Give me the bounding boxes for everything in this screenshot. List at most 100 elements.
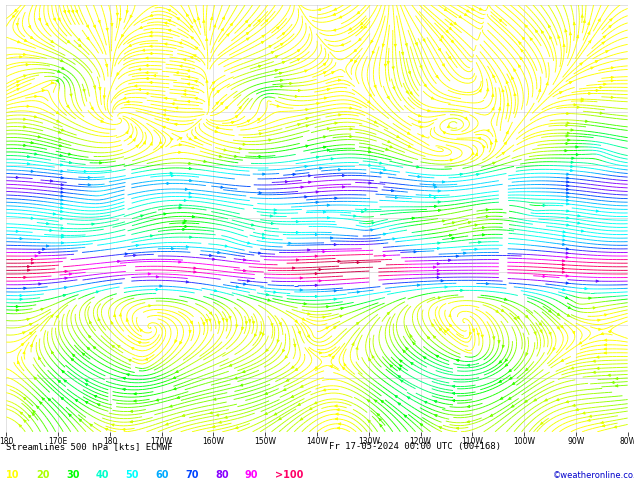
FancyArrowPatch shape bbox=[338, 260, 340, 263]
FancyArrowPatch shape bbox=[191, 37, 193, 39]
FancyArrowPatch shape bbox=[612, 381, 614, 384]
FancyArrowPatch shape bbox=[177, 396, 179, 398]
FancyArrowPatch shape bbox=[23, 144, 26, 147]
FancyArrowPatch shape bbox=[557, 326, 559, 329]
FancyArrowPatch shape bbox=[433, 184, 436, 186]
FancyArrowPatch shape bbox=[526, 353, 528, 355]
FancyArrowPatch shape bbox=[302, 318, 305, 320]
FancyArrowPatch shape bbox=[562, 268, 565, 270]
FancyArrowPatch shape bbox=[492, 107, 494, 110]
FancyArrowPatch shape bbox=[339, 79, 340, 81]
FancyArrowPatch shape bbox=[525, 25, 527, 27]
FancyArrowPatch shape bbox=[15, 9, 17, 12]
FancyArrowPatch shape bbox=[301, 277, 302, 279]
FancyArrowPatch shape bbox=[435, 415, 437, 416]
FancyArrowPatch shape bbox=[439, 427, 442, 429]
FancyArrowPatch shape bbox=[61, 234, 64, 237]
FancyArrowPatch shape bbox=[604, 348, 607, 350]
FancyArrowPatch shape bbox=[393, 238, 395, 240]
FancyArrowPatch shape bbox=[61, 242, 63, 244]
FancyArrowPatch shape bbox=[30, 36, 33, 39]
FancyArrowPatch shape bbox=[404, 415, 406, 417]
FancyArrowPatch shape bbox=[277, 340, 279, 343]
FancyArrowPatch shape bbox=[254, 334, 257, 337]
FancyArrowPatch shape bbox=[323, 211, 326, 213]
FancyArrowPatch shape bbox=[598, 328, 601, 330]
FancyArrowPatch shape bbox=[51, 315, 53, 318]
FancyArrowPatch shape bbox=[23, 118, 26, 121]
FancyArrowPatch shape bbox=[452, 237, 454, 240]
FancyArrowPatch shape bbox=[557, 313, 560, 316]
FancyArrowPatch shape bbox=[122, 428, 125, 431]
FancyArrowPatch shape bbox=[186, 281, 188, 283]
Text: 80: 80 bbox=[215, 470, 229, 481]
FancyArrowPatch shape bbox=[30, 332, 32, 335]
FancyArrowPatch shape bbox=[160, 141, 162, 144]
FancyArrowPatch shape bbox=[165, 43, 167, 45]
FancyArrowPatch shape bbox=[450, 324, 452, 327]
FancyArrowPatch shape bbox=[166, 119, 169, 121]
FancyArrowPatch shape bbox=[271, 222, 274, 224]
FancyArrowPatch shape bbox=[187, 70, 190, 72]
FancyArrowPatch shape bbox=[225, 416, 227, 418]
FancyArrowPatch shape bbox=[203, 322, 205, 325]
FancyArrowPatch shape bbox=[176, 72, 178, 74]
Text: 60: 60 bbox=[155, 470, 169, 481]
FancyArrowPatch shape bbox=[463, 252, 466, 254]
FancyArrowPatch shape bbox=[179, 261, 181, 263]
FancyArrowPatch shape bbox=[16, 81, 19, 83]
FancyArrowPatch shape bbox=[86, 380, 88, 382]
FancyArrowPatch shape bbox=[323, 389, 326, 391]
FancyArrowPatch shape bbox=[165, 97, 167, 99]
FancyArrowPatch shape bbox=[420, 424, 423, 426]
FancyArrowPatch shape bbox=[342, 367, 345, 369]
FancyArrowPatch shape bbox=[170, 405, 172, 407]
FancyArrowPatch shape bbox=[327, 217, 330, 219]
FancyArrowPatch shape bbox=[569, 82, 572, 84]
FancyArrowPatch shape bbox=[235, 116, 238, 118]
FancyArrowPatch shape bbox=[536, 30, 538, 32]
FancyArrowPatch shape bbox=[611, 96, 614, 98]
FancyArrowPatch shape bbox=[487, 89, 489, 91]
FancyArrowPatch shape bbox=[295, 320, 297, 322]
FancyArrowPatch shape bbox=[61, 129, 64, 131]
FancyArrowPatch shape bbox=[486, 283, 489, 285]
FancyArrowPatch shape bbox=[183, 228, 185, 230]
FancyArrowPatch shape bbox=[573, 331, 575, 334]
FancyArrowPatch shape bbox=[576, 146, 578, 148]
FancyArrowPatch shape bbox=[35, 95, 37, 98]
FancyArrowPatch shape bbox=[86, 25, 89, 27]
FancyArrowPatch shape bbox=[126, 319, 128, 321]
FancyArrowPatch shape bbox=[315, 295, 318, 297]
FancyArrowPatch shape bbox=[217, 126, 219, 129]
FancyArrowPatch shape bbox=[221, 28, 223, 31]
FancyArrowPatch shape bbox=[214, 398, 216, 400]
FancyArrowPatch shape bbox=[63, 10, 66, 13]
FancyArrowPatch shape bbox=[16, 230, 18, 232]
FancyArrowPatch shape bbox=[600, 86, 602, 89]
FancyArrowPatch shape bbox=[184, 220, 186, 222]
FancyArrowPatch shape bbox=[315, 255, 318, 257]
FancyArrowPatch shape bbox=[31, 170, 34, 172]
FancyArrowPatch shape bbox=[34, 116, 37, 118]
FancyArrowPatch shape bbox=[417, 166, 419, 168]
FancyArrowPatch shape bbox=[119, 18, 121, 21]
FancyArrowPatch shape bbox=[88, 184, 91, 186]
FancyArrowPatch shape bbox=[449, 314, 451, 317]
Text: >100: >100 bbox=[275, 470, 303, 481]
FancyArrowPatch shape bbox=[27, 155, 30, 158]
FancyArrowPatch shape bbox=[63, 294, 66, 296]
FancyArrowPatch shape bbox=[46, 245, 49, 247]
FancyArrowPatch shape bbox=[16, 24, 18, 26]
FancyArrowPatch shape bbox=[452, 399, 455, 402]
FancyArrowPatch shape bbox=[560, 325, 563, 328]
FancyArrowPatch shape bbox=[434, 196, 436, 198]
FancyArrowPatch shape bbox=[417, 284, 420, 286]
FancyArrowPatch shape bbox=[156, 289, 158, 291]
FancyArrowPatch shape bbox=[298, 123, 300, 126]
FancyArrowPatch shape bbox=[142, 49, 145, 51]
FancyArrowPatch shape bbox=[333, 29, 336, 31]
FancyArrowPatch shape bbox=[361, 211, 364, 213]
FancyArrowPatch shape bbox=[259, 65, 261, 67]
FancyArrowPatch shape bbox=[597, 367, 599, 369]
